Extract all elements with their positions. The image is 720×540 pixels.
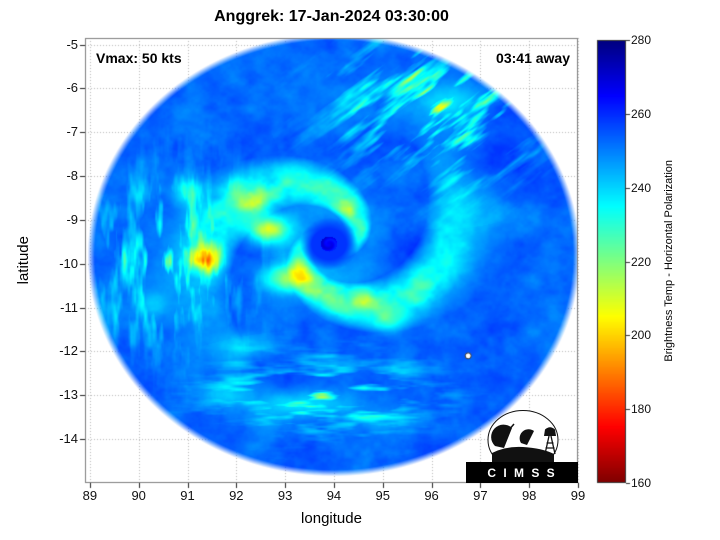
x-axis-label: longitude: [301, 510, 362, 527]
colorbar-tick-label: 200: [631, 328, 652, 343]
cimss-logo-text: C I M S S: [487, 466, 556, 480]
vmax-annotation: Vmax: 50 kts: [96, 50, 182, 66]
water-tower-legs-icon: [544, 435, 556, 455]
y-tick-label: -8: [66, 168, 78, 184]
x-tick-label: 94: [326, 488, 342, 503]
y-tick-label: -7: [66, 124, 78, 140]
y-tick-label: -13: [59, 387, 78, 403]
y-tick-label: -10: [59, 255, 78, 271]
colorbar-tick-label: 280: [631, 33, 652, 47]
x-tick-label: 95: [375, 488, 390, 503]
cimss-logo: C I M S S: [466, 410, 578, 483]
eta-annotation: 03:41 away: [496, 50, 570, 66]
colorbar-tick-label: 220: [631, 254, 652, 269]
satellite-dish-small-icon: [519, 429, 534, 445]
colorbar-tick-label: 260: [631, 106, 652, 121]
chart-title: Anggrek: 17-Jan-2024 03:30:00: [214, 8, 449, 25]
colorbar-tick-label: 240: [631, 180, 652, 195]
y-tick-label: -6: [66, 80, 78, 96]
colorbar-tick-label: 160: [631, 476, 652, 490]
x-tick-label: 89: [82, 488, 98, 503]
x-tick-label: 92: [229, 488, 244, 503]
x-tick-label: 98: [521, 488, 537, 503]
y-tick-label: -11: [60, 299, 78, 315]
y-tick-label: -14: [59, 431, 78, 447]
y-tick-label: -12: [59, 343, 78, 359]
y-tick-label: -9: [66, 211, 78, 227]
logo-ground: [492, 446, 554, 462]
x-tick-label: 90: [131, 488, 146, 503]
x-tick-label: 96: [424, 488, 439, 503]
water-tower-tank-icon: [544, 427, 556, 436]
y-tick-label: -5: [66, 36, 78, 52]
x-tick-label: 99: [570, 488, 586, 503]
x-tick-label: 91: [180, 488, 195, 503]
x-tick-label: 97: [473, 488, 488, 503]
logo-banner: [466, 462, 578, 483]
x-tick-label: 93: [277, 488, 293, 503]
y-axis-label-wrap: latitude: [10, 38, 36, 483]
dish-feed-arm-icon: [501, 423, 515, 439]
y-axis-label: latitude: [14, 236, 32, 285]
colorbar-tick-label: 180: [631, 402, 652, 417]
satellite-dish-icon: [491, 424, 512, 448]
